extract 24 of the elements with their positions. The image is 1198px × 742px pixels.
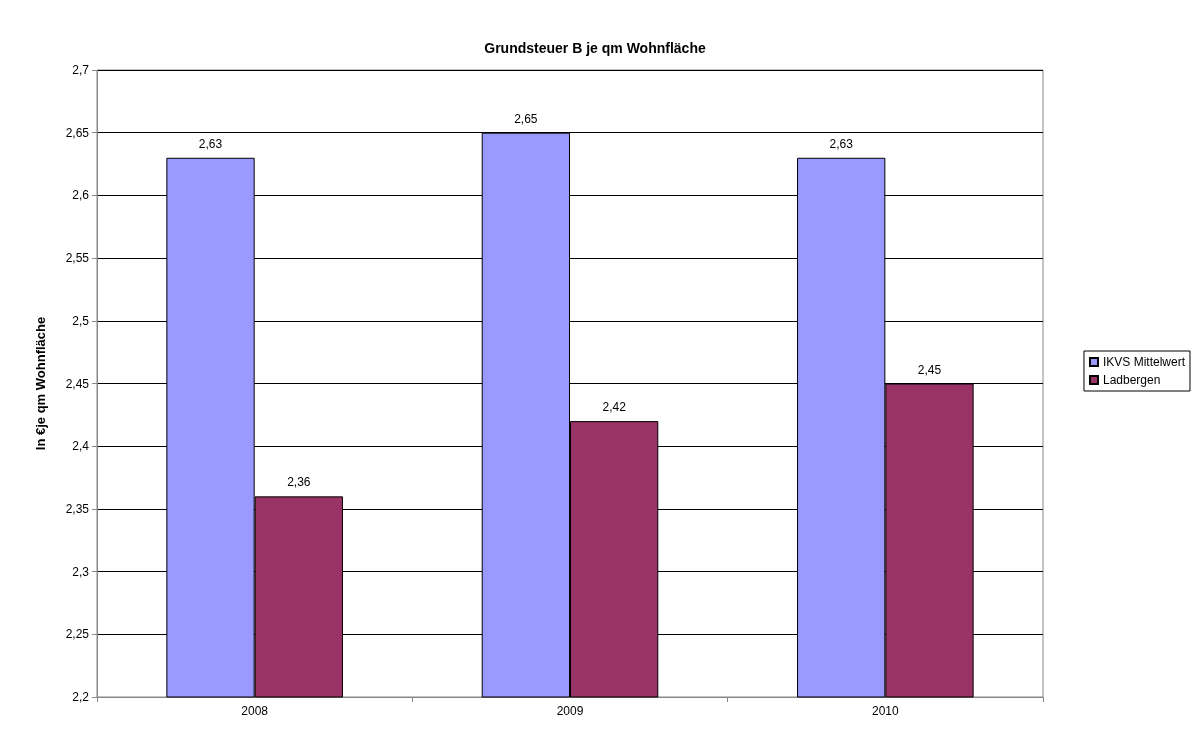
data-label: 2,36	[287, 475, 311, 490]
y-tick-label: 2,5	[72, 313, 90, 328]
y-tick-label: 2,3	[72, 564, 90, 579]
x-tick-label: 2009	[556, 704, 584, 718]
data-label: 2,65	[514, 111, 538, 126]
data-label: 2,45	[917, 362, 942, 377]
legend-label: IKVS Mittelwert	[1102, 355, 1186, 369]
x-tick-label: 2010	[871, 704, 899, 718]
y-tick-label: 2,2	[72, 690, 90, 704]
chart-title: Grundsteuer B je qm Wohnfläche	[484, 40, 706, 56]
y-tick-label: 2,55	[65, 251, 90, 266]
legend-label: Ladbergen	[1102, 373, 1161, 387]
data-label: 2,63	[829, 136, 854, 151]
y-tick-label: 2,4	[72, 439, 90, 454]
y-tick-label: 2,65	[65, 125, 90, 140]
y-axis-title: In €je qm Wohnfläche	[33, 316, 48, 451]
y-tick-label: 2,45	[65, 376, 90, 391]
x-tick-label: 2008	[241, 704, 269, 718]
y-tick-label: 2,6	[72, 188, 90, 203]
y-tick-label: 2,25	[65, 627, 90, 642]
data-label: 2,42	[602, 400, 627, 415]
y-tick-label: 2,7	[72, 63, 90, 77]
data-label: 2,63	[198, 136, 223, 151]
y-tick-label: 2,35	[65, 501, 90, 516]
